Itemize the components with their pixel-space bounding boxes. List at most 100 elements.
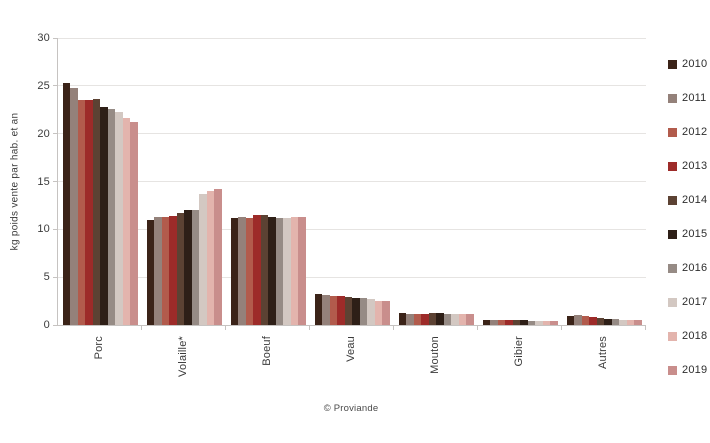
- y-axis-tick-labels: 0 5 10 15 20 25 30: [0, 32, 50, 331]
- legend-label-2013: 2013: [682, 160, 708, 172]
- legend-item-2011: 2011: [668, 92, 707, 104]
- bar-2019-porc: [130, 122, 138, 325]
- x-axis-label-veau: Veau: [345, 336, 357, 362]
- bar-2016-boeuf: [275, 217, 283, 325]
- bar-group-mouton: [394, 312, 478, 325]
- bar-2010-boeuf: [230, 217, 238, 325]
- bar-2017-porc: [115, 111, 123, 325]
- y-tick-label-20: 20: [37, 127, 50, 140]
- bar-group-gibier: [478, 319, 562, 325]
- x-axis-label-autres: Autres: [597, 336, 609, 369]
- bar-2012-mouton: [413, 313, 421, 325]
- bar-2018-gibier: [542, 320, 550, 325]
- bar-2015-porc: [100, 106, 108, 325]
- legend-swatch-2019: [668, 365, 677, 375]
- bar-2015-volaille: [184, 210, 192, 325]
- bar-2016-porc: [107, 108, 115, 325]
- bar-group-porc: [58, 82, 142, 325]
- bar-2013-mouton: [421, 313, 429, 325]
- legend: 2010 2011 2012 2013 2014 2015 2016 2017 2018 2019: [668, 58, 707, 376]
- x-axis-label-volaille: Volaille*: [177, 336, 189, 377]
- y-axis-tick-0: [53, 324, 58, 326]
- bar-2010-gibier: [482, 319, 490, 325]
- legend-swatch-2012: [668, 127, 677, 137]
- legend-label-2019: 2019: [682, 364, 708, 376]
- x-axis-tick-6: [561, 325, 562, 330]
- legend-item-2012: 2012: [668, 126, 707, 138]
- bar-2017-autres: [619, 319, 627, 325]
- legend-swatch-2017: [668, 297, 677, 307]
- bar-2019-boeuf: [298, 216, 306, 325]
- bar-2018-porc: [122, 118, 130, 325]
- x-axis-label-porc: Porc: [93, 336, 105, 360]
- bar-2016-autres: [611, 319, 619, 325]
- bar-2018-autres: [626, 320, 634, 325]
- x-axis-label-mouton: Mouton: [429, 336, 441, 374]
- legend-label-2012: 2012: [682, 126, 708, 138]
- bar-2012-gibier: [497, 320, 505, 325]
- bar-2015-gibier: [520, 320, 528, 325]
- bar-2018-mouton: [458, 314, 466, 325]
- bar-2017-veau: [367, 299, 375, 325]
- bar-2010-porc: [62, 82, 70, 325]
- legend-item-2013: 2013: [668, 160, 707, 172]
- legend-item-2019: 2019: [668, 364, 707, 376]
- bar-2014-porc: [92, 99, 100, 325]
- bar-2016-veau: [359, 298, 367, 325]
- bar-2013-autres: [589, 316, 597, 325]
- bar-2011-autres: [574, 315, 582, 325]
- gridline-5: [58, 276, 646, 278]
- bar-2015-mouton: [436, 313, 444, 325]
- bar-2014-mouton: [428, 312, 436, 325]
- legend-swatch-2015: [668, 229, 677, 239]
- y-tick-label-15: 15: [37, 175, 50, 188]
- bar-2015-veau: [352, 297, 360, 325]
- plot-area: [53, 38, 646, 330]
- legend-swatch-2010: [668, 59, 677, 69]
- bar-2012-volaille: [161, 217, 169, 325]
- bar-2017-volaille: [199, 193, 207, 325]
- bar-group-autres: [562, 315, 646, 325]
- legend-item-2010: 2010: [668, 58, 707, 70]
- legend-swatch-2014: [668, 195, 677, 205]
- bar-2010-volaille: [146, 219, 154, 325]
- legend-swatch-2011: [668, 93, 677, 103]
- y-axis-tick-20: [53, 133, 58, 135]
- legend-item-2018: 2018: [668, 330, 707, 342]
- bar-2011-boeuf: [238, 217, 246, 325]
- bar-2012-porc: [77, 100, 85, 325]
- bar-2017-gibier: [535, 320, 543, 325]
- bar-group-volaille: [142, 189, 226, 325]
- gridline-10: [58, 228, 646, 230]
- bar-2014-veau: [344, 296, 352, 325]
- x-axis-tick-5: [477, 325, 478, 330]
- bar-2018-boeuf: [290, 216, 298, 325]
- legend-swatch-2016: [668, 263, 677, 273]
- legend-label-2015: 2015: [682, 228, 708, 240]
- legend-label-2010: 2010: [682, 58, 708, 70]
- x-axis-tick-3: [309, 325, 310, 330]
- bar-2010-autres: [566, 315, 574, 325]
- y-axis-tick-10: [53, 228, 58, 230]
- bar-2016-mouton: [443, 313, 451, 325]
- bar-2011-porc: [70, 87, 78, 325]
- bar-2019-volaille: [214, 189, 222, 325]
- legend-label-2018: 2018: [682, 330, 708, 342]
- gridline-30: [58, 38, 646, 39]
- bar-2013-volaille: [169, 216, 177, 325]
- bar-2019-veau: [382, 301, 390, 325]
- legend-label-2014: 2014: [682, 194, 708, 206]
- bar-2016-volaille: [191, 209, 199, 325]
- bar-2012-veau: [329, 295, 337, 325]
- x-axis-label-boeuf: Boeuf: [261, 336, 273, 366]
- x-axis-tick-4: [393, 325, 394, 330]
- bar-2014-volaille: [176, 212, 184, 325]
- legend-label-2017: 2017: [682, 296, 708, 308]
- y-tick-label-5: 5: [43, 271, 50, 284]
- bar-2011-gibier: [490, 319, 498, 325]
- legend-swatch-2018: [668, 331, 677, 341]
- bar-2010-mouton: [398, 313, 406, 325]
- bar-2014-autres: [596, 318, 604, 325]
- y-tick-label-30: 30: [37, 32, 50, 44]
